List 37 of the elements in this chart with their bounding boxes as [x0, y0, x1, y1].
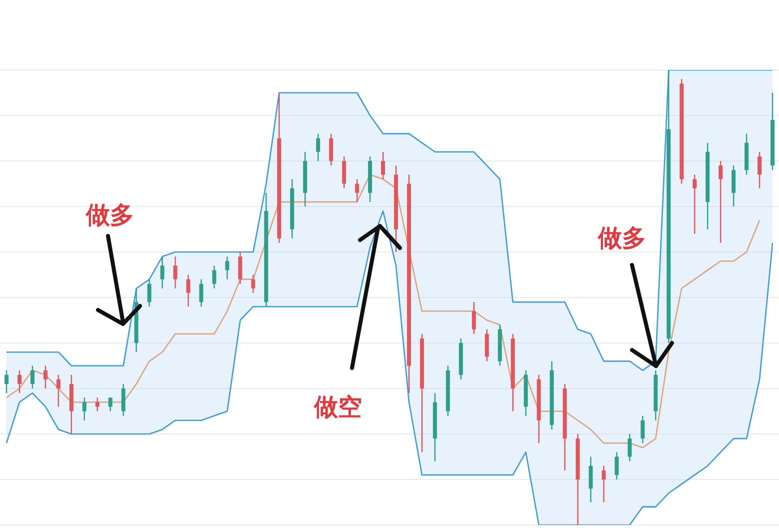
candlestick — [640, 415, 645, 444]
candlestick — [121, 383, 126, 416]
candlestick — [108, 397, 112, 412]
candlestick — [17, 370, 22, 394]
candlestick — [238, 251, 242, 284]
candlestick — [43, 365, 48, 390]
candlestick — [342, 156, 346, 189]
candlestick — [173, 256, 178, 289]
annotation: 做空 — [314, 392, 362, 423]
candlestick — [199, 278, 204, 308]
candlestick — [602, 465, 606, 503]
candlestick — [614, 452, 619, 480]
candlestick — [472, 301, 476, 334]
candlestick — [329, 133, 334, 166]
candlestick — [316, 133, 320, 162]
candlestick — [718, 160, 723, 244]
candlestick — [212, 265, 216, 289]
candlestick — [4, 370, 8, 394]
candlestick — [355, 178, 360, 203]
candlestick — [186, 274, 190, 308]
annotation: 做多 — [86, 200, 134, 231]
candlestick — [692, 174, 697, 234]
candlestick — [381, 151, 386, 180]
candlestick — [160, 256, 164, 289]
candlestick — [758, 151, 762, 189]
candlestick — [588, 456, 593, 503]
annotation: 做多 — [598, 223, 646, 254]
candlestick — [251, 274, 256, 294]
candlestick — [56, 374, 60, 408]
candlestick — [628, 433, 632, 462]
candlestick — [225, 256, 230, 280]
candlestick — [30, 365, 34, 390]
candlestick — [82, 397, 86, 421]
candlestick — [147, 278, 152, 308]
candlestick — [732, 164, 736, 208]
candlestick — [95, 397, 100, 412]
candlestick — [484, 328, 489, 362]
